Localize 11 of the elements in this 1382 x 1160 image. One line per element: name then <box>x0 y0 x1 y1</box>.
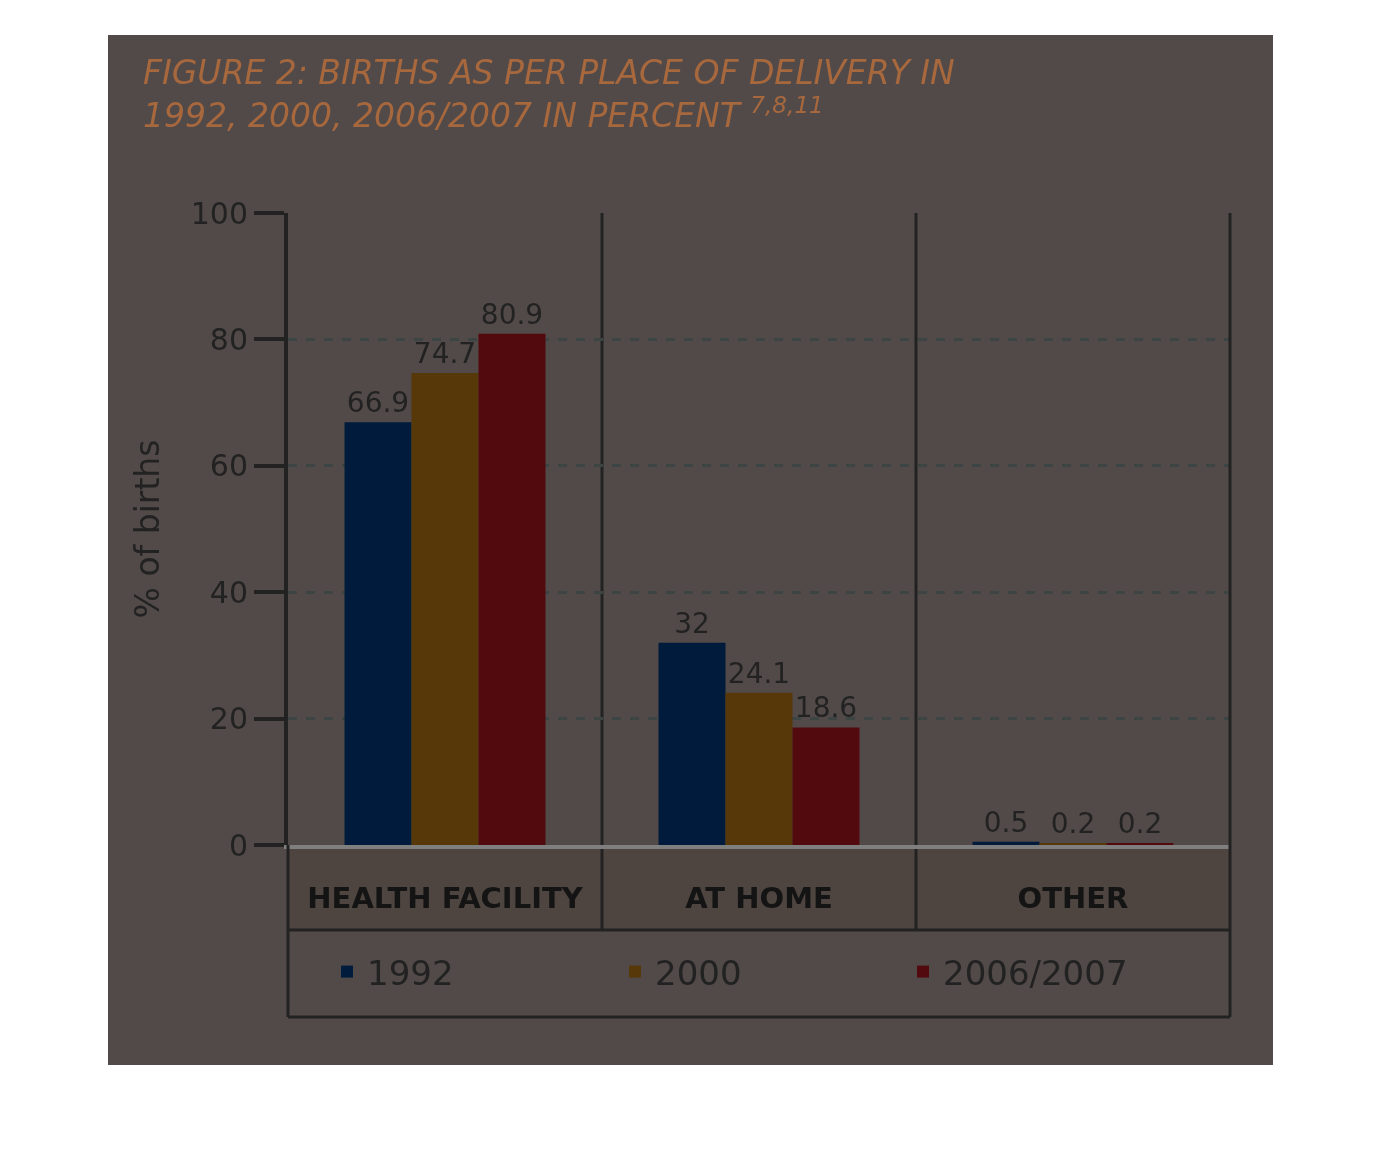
bar <box>344 422 412 845</box>
bar <box>725 692 793 845</box>
bar <box>411 372 479 845</box>
x-tick-label: AT HOME <box>685 880 833 915</box>
bar <box>658 642 726 845</box>
x-tick-label: HEALTH FACILITY <box>307 880 584 915</box>
chart-title: FIGURE 2: BIRTHS AS PER PLACE OF DELIVERY IN 1992, 2000, 2006/2007 IN PERCENT $^{7,8,11}$ <box>143 53 955 135</box>
bar <box>972 841 1040 845</box>
x-tick-label: OTHER <box>1017 880 1129 915</box>
bar <box>478 333 546 845</box>
bar <box>792 727 860 845</box>
